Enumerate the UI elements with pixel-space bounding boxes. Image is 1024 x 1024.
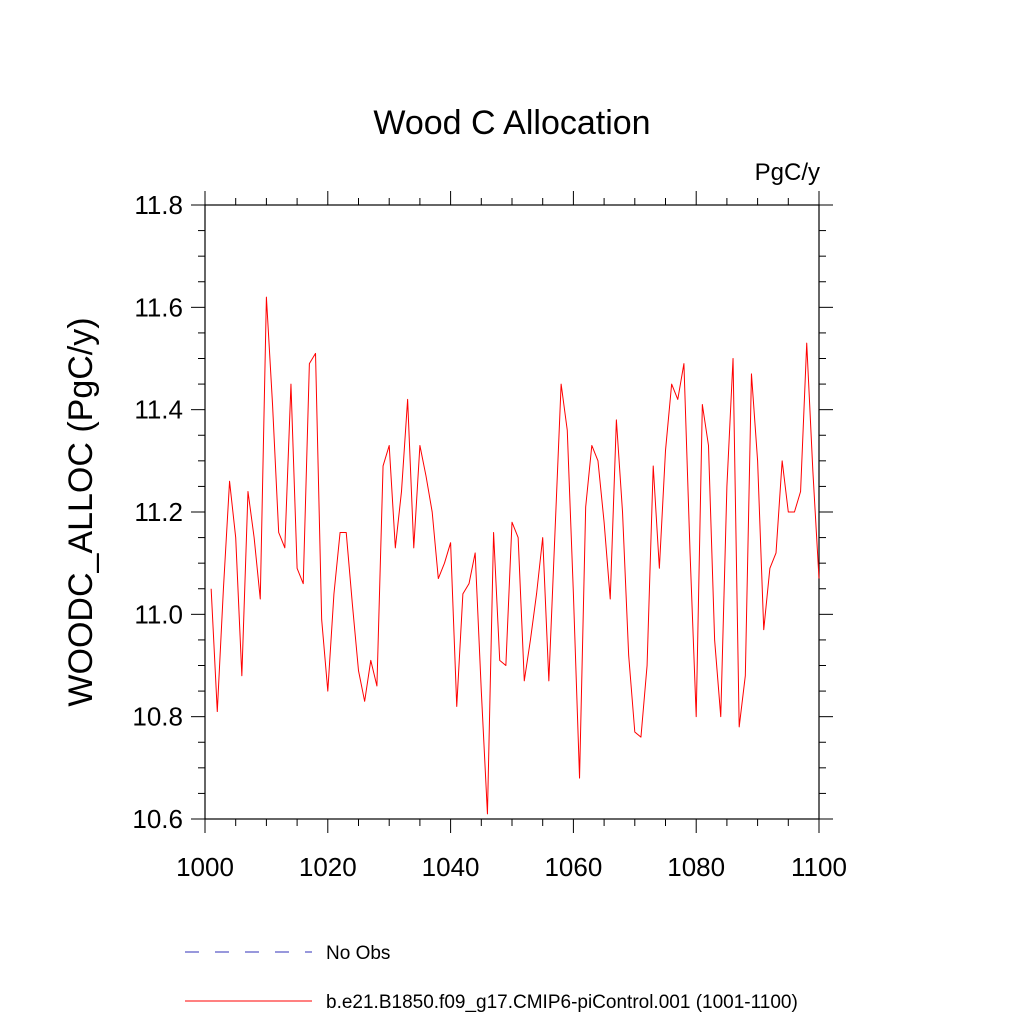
series-line-1 (210, 296, 820, 815)
axes: 1000 1020 1040 1060 1080 1100 10.6 10.8 11.0 11.2… (132, 190, 847, 882)
units-label: PgC/y (755, 159, 820, 186)
y-tick-label: 11.8 (134, 190, 183, 220)
legend-label-control-run: b.e21.B1850.f09_g17.CMIP6-piControl.001 … (326, 992, 798, 1013)
plot-frame (204, 204, 820, 820)
x-tick-label: 1080 (667, 852, 725, 882)
y-tick-label: 11.6 (134, 292, 183, 322)
y-tick-label: 11.2 (134, 497, 183, 527)
plot-area (210, 296, 820, 815)
y-tick-label: 11.4 (134, 395, 183, 425)
x-tick-label: 1000 (176, 852, 234, 882)
x-tick-label: 1020 (299, 852, 357, 882)
x-tick-label: 1060 (544, 852, 602, 882)
chart-title: Wood C Allocation (373, 104, 650, 142)
y-tick-label: 10.8 (132, 702, 183, 732)
x-tick-label: 1100 (791, 852, 847, 882)
legend: No Obs b.e21.B1850.f09_g17.CMIP6-piContr… (185, 943, 798, 1013)
y-axis-label: WOODC_ALLOC (PgC/y) (62, 317, 100, 706)
y-tick-label: 11.0 (134, 599, 183, 629)
y-tick-label: 10.6 (132, 804, 183, 834)
legend-label-no-obs: No Obs (326, 943, 390, 964)
x-tick-label: 1040 (422, 852, 480, 882)
